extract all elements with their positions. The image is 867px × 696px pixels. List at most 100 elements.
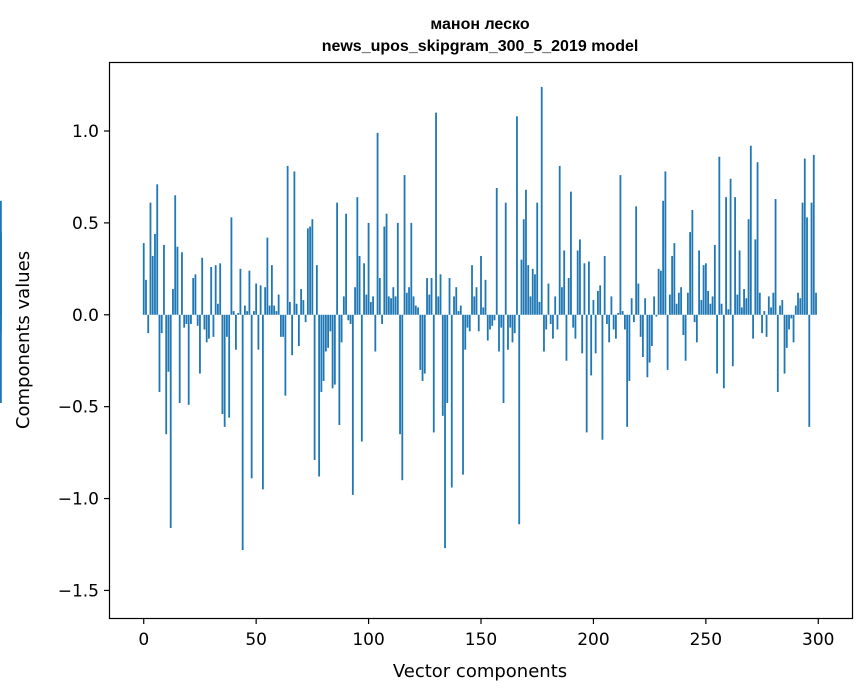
x-tick-label: 50	[245, 630, 267, 650]
bar-44	[241, 314, 244, 550]
bar-102	[372, 296, 374, 315]
x-tick-label: 0	[138, 630, 149, 650]
bar-35	[221, 314, 224, 415]
bar-275	[761, 314, 763, 334]
bar-165	[513, 314, 516, 334]
bar-220	[637, 283, 640, 315]
bar-43	[239, 268, 242, 315]
bar-61	[279, 314, 282, 337]
x-tick-label: 150	[465, 630, 497, 650]
bar-150	[480, 255, 482, 315]
bar-278	[767, 296, 770, 315]
bar-147	[473, 296, 476, 315]
bar-284	[781, 300, 784, 315]
bar-100	[367, 222, 370, 315]
bar-80	[322, 314, 325, 381]
bar-266	[740, 307, 743, 315]
bar-54	[264, 287, 267, 315]
bar-172	[529, 296, 532, 315]
bar-195	[581, 314, 584, 354]
bar-202	[597, 290, 599, 315]
bar-117	[405, 292, 408, 315]
bar-286	[785, 314, 788, 348]
bar-217	[630, 298, 633, 315]
bar-259	[725, 197, 727, 315]
bar-233	[666, 314, 669, 370]
bar-17	[181, 252, 183, 315]
y-axis: −1.5 −1.0 −0.5 0.0 0.5 1.0	[58, 122, 110, 601]
bar-18	[183, 314, 186, 328]
bar-115	[401, 314, 404, 481]
bar-212	[619, 175, 622, 315]
bar-191	[572, 314, 575, 328]
bar-227	[653, 296, 656, 315]
x-tick-label: 250	[690, 630, 722, 650]
bar-73	[306, 228, 309, 315]
bar-279	[770, 307, 772, 315]
bar-208	[610, 296, 613, 315]
bar-179	[545, 314, 548, 330]
bar-176	[538, 301, 541, 315]
bar-122	[417, 307, 419, 315]
bar-130	[435, 112, 437, 315]
bar-85	[333, 314, 336, 385]
bar-285	[783, 314, 786, 374]
bar-21	[190, 314, 192, 324]
bar-64	[286, 165, 289, 315]
bar-77	[315, 265, 318, 315]
bar-53	[262, 314, 264, 490]
bar-120	[412, 296, 415, 315]
bar-70	[300, 289, 303, 315]
bar-157	[495, 187, 498, 315]
bar-160	[502, 314, 505, 403]
bar-152	[484, 279, 487, 315]
bar-171	[527, 265, 530, 315]
bar-42	[237, 312, 240, 315]
bar-199	[590, 314, 593, 376]
bar-109	[387, 296, 390, 315]
bar-200	[592, 300, 595, 315]
bar-1	[145, 279, 147, 315]
bar-97	[360, 314, 363, 442]
bar-106	[381, 314, 383, 324]
bar-140	[457, 311, 460, 315]
bar-194	[579, 239, 581, 315]
bar-262	[731, 314, 734, 367]
bar-198	[588, 261, 590, 315]
bar-129	[432, 314, 435, 433]
bar-46	[246, 311, 249, 315]
bar-51	[257, 314, 260, 350]
bar-123	[419, 314, 422, 370]
bar-144	[466, 314, 469, 328]
bar-174	[534, 274, 536, 315]
bar-251	[707, 290, 709, 315]
bar-63	[284, 314, 287, 396]
bar-79	[320, 314, 323, 392]
bar-229	[657, 268, 660, 315]
bar-89	[342, 296, 345, 315]
bar-92	[349, 314, 352, 324]
bar-39	[230, 217, 233, 315]
bar-55	[266, 237, 269, 315]
bar-258	[722, 314, 725, 389]
bar-210	[615, 314, 617, 339]
bar-203	[599, 285, 602, 315]
bar-126	[426, 278, 428, 315]
bar-33	[217, 303, 219, 315]
bar-273	[756, 162, 759, 315]
bar-151	[482, 307, 485, 315]
bar-282	[776, 314, 779, 392]
bar-0	[142, 243, 145, 315]
bar-75	[311, 219, 314, 315]
bar-28	[205, 314, 208, 343]
bar-224	[646, 314, 649, 378]
bar-4	[151, 255, 154, 315]
bar-241	[684, 314, 687, 361]
y-tick-label: −1.5	[58, 581, 99, 601]
bar-240	[682, 314, 685, 335]
bar-90	[345, 213, 347, 315]
bar-232	[664, 171, 667, 315]
bar-112	[394, 296, 397, 315]
bar-56	[268, 305, 271, 315]
bar-134	[444, 314, 446, 549]
